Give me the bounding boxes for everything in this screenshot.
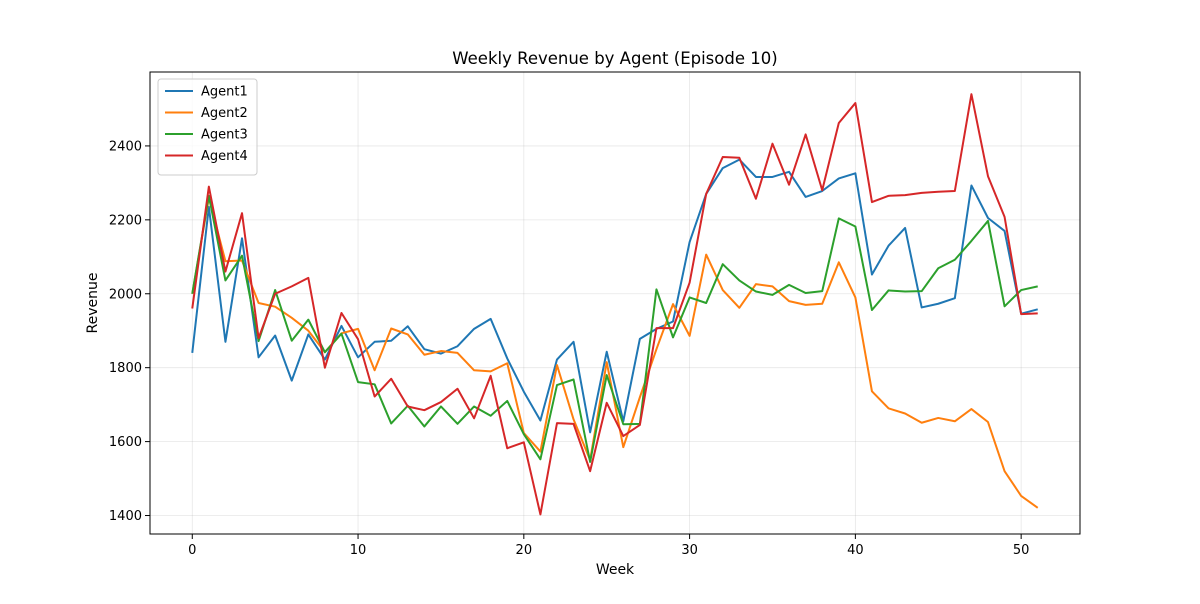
legend-label: Agent3 xyxy=(201,128,248,143)
series-line-agent4 xyxy=(191,93,1038,516)
legend-label: Agent2 xyxy=(201,106,248,121)
y-tick-label: 1400 xyxy=(109,509,142,524)
y-tick-label: 2400 xyxy=(109,139,142,154)
y-axis-label: Revenue xyxy=(85,273,101,334)
y-tick-label: 2000 xyxy=(109,287,142,302)
legend-label: Agent4 xyxy=(201,149,248,164)
plot-frame xyxy=(149,71,1081,535)
x-tick-label: 0 xyxy=(188,543,196,558)
legend: Agent1 Agent2 Agent3 Agent4 xyxy=(157,78,258,176)
legend-box xyxy=(157,78,258,176)
y-axis-ticks: 1400 1600 1800 2000 2200 2400 xyxy=(109,139,150,524)
plot-lines xyxy=(191,93,1039,516)
legend-label: Agent1 xyxy=(201,85,248,100)
y-tick-label: 1600 xyxy=(109,435,142,450)
series-line-agent2 xyxy=(191,196,1039,509)
x-axis-label: Week xyxy=(596,562,635,578)
x-axis-ticks: 0 10 20 30 40 50 xyxy=(188,534,1029,558)
x-tick-label: 20 xyxy=(516,543,533,558)
series-line-agent1 xyxy=(191,158,1038,434)
x-tick-label: 10 xyxy=(350,543,367,558)
series-line-agent3 xyxy=(191,194,1038,463)
x-tick-label: 40 xyxy=(847,543,864,558)
x-tick-label: 30 xyxy=(681,543,698,558)
y-tick-label: 2200 xyxy=(109,213,142,228)
x-tick-label: 50 xyxy=(1013,543,1030,558)
y-tick-label: 1800 xyxy=(109,361,142,376)
chart-title: Weekly Revenue by Agent (Episode 10) xyxy=(452,49,777,68)
